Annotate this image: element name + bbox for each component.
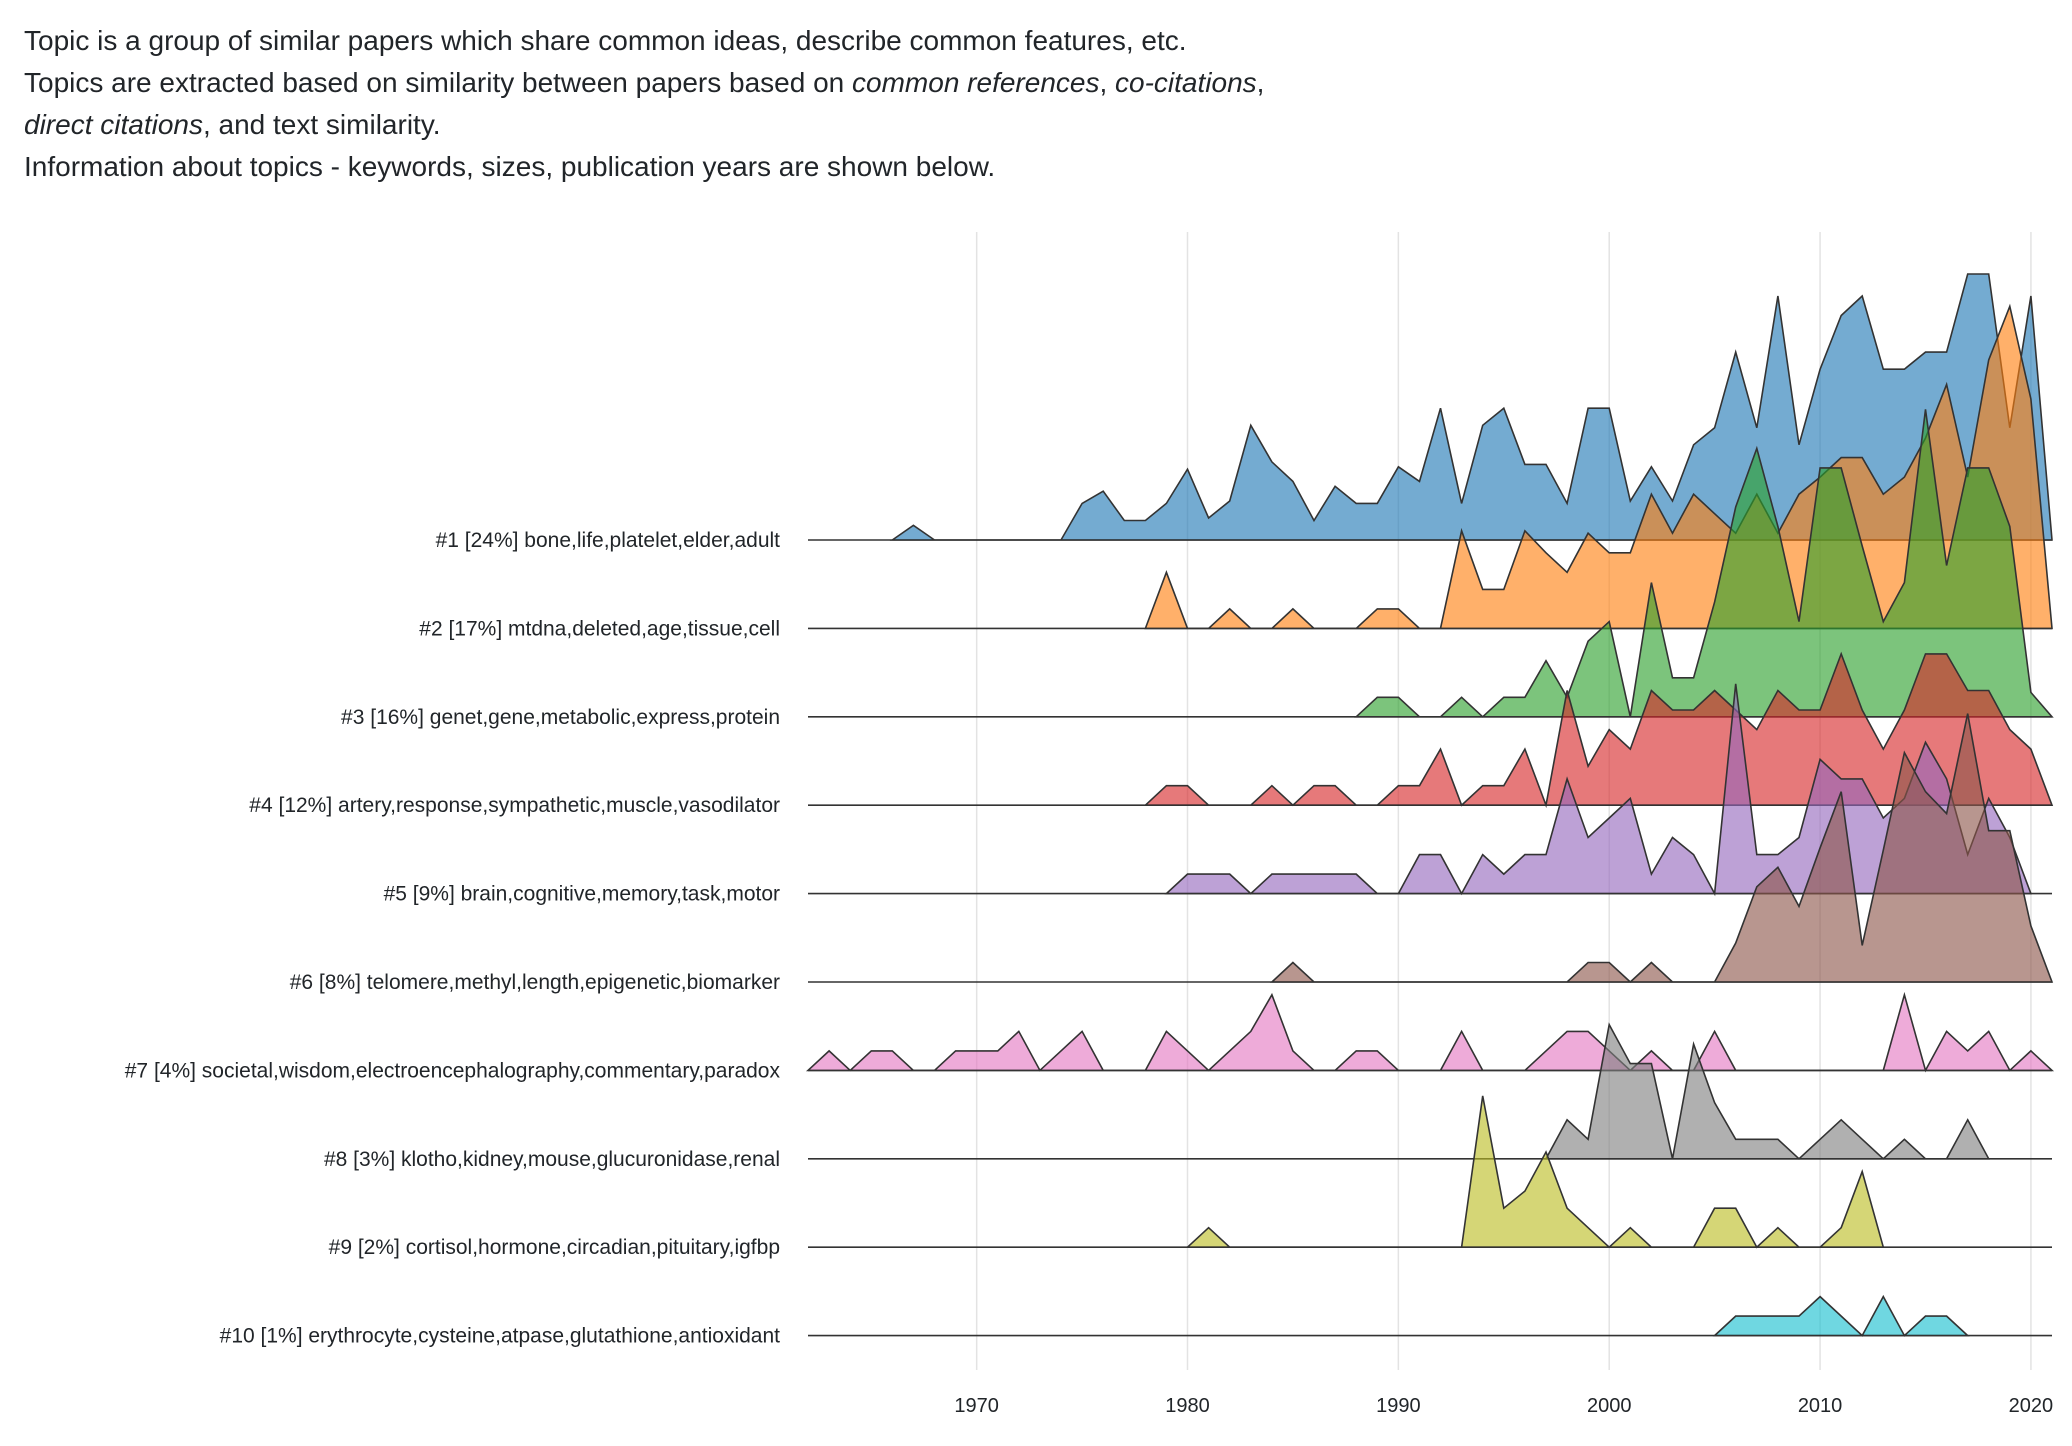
ridge-area-7	[805, 991, 2055, 1073]
x-axis: 1970 1980 1990 2000 2010 2020	[954, 1395, 2053, 1417]
ridge-area-6	[1269, 713, 2054, 984]
x-tick-label-1970: 1970	[954, 1395, 999, 1417]
intro-co-citations: co-citations	[1115, 67, 1257, 98]
topic-label-9: #9 [2%] cortisol,hormone,circadian,pitui…	[329, 1236, 780, 1259]
intro-line-2: Topics are extracted based on similarity…	[24, 62, 1524, 104]
ridges	[805, 273, 2055, 1337]
topic-label-1: #1 [24%] bone,life,platelet,elder,adult	[436, 529, 781, 552]
ridge-topic-6	[808, 713, 2054, 984]
x-tick-label-1990: 1990	[1376, 1395, 1421, 1417]
ridge-topic-9	[808, 1095, 2052, 1249]
intro-line-3: direct citations, and text similarity.	[24, 104, 1524, 146]
intro-line-4: Information about topics - keywords, siz…	[24, 146, 1524, 188]
x-tick-label-2000: 2000	[1587, 1395, 1632, 1417]
ridge-topic-10	[808, 1294, 2052, 1337]
ridge-topic-8	[808, 1022, 2052, 1160]
x-tick-label-2020: 2020	[2009, 1395, 2054, 1417]
intro-line-1-text: Topic is a group of similar papers which…	[24, 25, 1187, 56]
intro-line-2-text: Topics are extracted based on similarity…	[24, 67, 853, 98]
x-tick-label-2010: 2010	[1798, 1395, 1843, 1417]
topic-label-2: #2 [17%] mtdna,deleted,age,tissue,cell	[419, 617, 780, 640]
topic-label-10: #10 [1%] erythrocyte,cysteine,atpase,glu…	[220, 1325, 781, 1348]
intro-sep-1: ,	[1099, 67, 1116, 98]
intro-common-references: common references	[852, 67, 1100, 98]
intro-direct-citations: direct citations	[24, 109, 203, 140]
topic-label-4: #4 [12%] artery,response,sympathetic,mus…	[249, 794, 780, 817]
intro-line-4-text: Information about topics - keywords, siz…	[24, 151, 996, 182]
ridge-area-9	[1185, 1095, 1885, 1249]
ridge-topic-7	[805, 991, 2055, 1073]
ridge-area-10	[1712, 1294, 1970, 1337]
intro-sep-2: ,	[1256, 67, 1265, 98]
intro-line-3-text: , and text similarity.	[202, 109, 441, 140]
x-tick-label-1980: 1980	[1165, 1395, 1210, 1417]
topic-label-6: #6 [8%] telomere,methyl,length,epigeneti…	[290, 971, 780, 994]
intro-text: Topic is a group of similar papers which…	[24, 20, 1524, 188]
topic-labels: #1 [24%] bone,life,platelet,elder,adult #…	[125, 529, 781, 1348]
topic-label-3: #3 [16%] genet,gene,metabolic,express,pr…	[341, 706, 780, 729]
intro-line-1: Topic is a group of similar papers which…	[24, 20, 1524, 62]
ridge-area-8	[1544, 1022, 1991, 1160]
topic-label-7: #7 [4%] societal,wisdom,electroencephalo…	[125, 1059, 781, 1082]
topic-label-5: #5 [9%] brain,cognitive,memory,task,moto…	[384, 883, 780, 906]
ridge-area-3	[1354, 409, 2054, 718]
topic-label-8: #8 [3%] klotho,kidney,mouse,glucuronidas…	[324, 1148, 780, 1171]
